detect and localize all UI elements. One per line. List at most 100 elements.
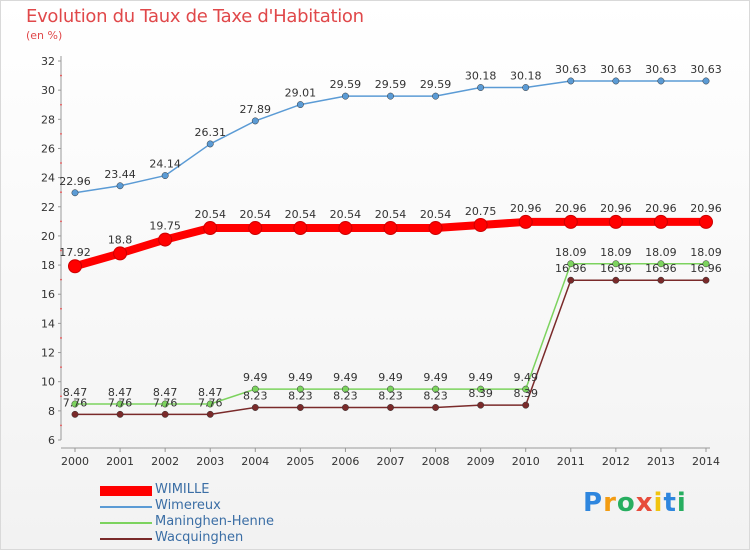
x-tick-label: 2013 [647, 455, 675, 468]
y-tick-label: 32 [41, 55, 55, 68]
data-point [251, 385, 259, 393]
chart-unit: (en %) [26, 29, 63, 42]
data-label: 18.09 [690, 246, 722, 259]
data-label: 9.49 [513, 371, 538, 384]
data-point [657, 276, 665, 284]
data-label: 20.54 [285, 208, 317, 221]
data-point [702, 77, 710, 85]
x-tick-label: 2008 [422, 455, 450, 468]
data-point [293, 221, 308, 236]
series-group [68, 77, 713, 418]
logo-letter: r [603, 488, 617, 518]
logo-letter: i [676, 488, 687, 518]
data-label: 20.75 [465, 205, 497, 218]
data-label: 20.54 [330, 208, 362, 221]
y-minor-dot [60, 103, 62, 106]
data-point [113, 246, 128, 261]
data-labels: 22.96 23.44 24.14 26.31 27.89 29.01 29.59 29.59… [59, 63, 722, 409]
data-point [206, 140, 214, 148]
data-point [522, 385, 530, 393]
data-label: 9.49 [243, 371, 268, 384]
data-point [71, 400, 79, 408]
data-label: 20.54 [375, 208, 407, 221]
y-tick-label: 24 [41, 172, 55, 185]
y-tick-label: 20 [41, 230, 55, 243]
x-tick-label: 2010 [512, 455, 540, 468]
data-label: 26.31 [194, 126, 226, 139]
y-minor-dot [60, 74, 62, 77]
data-point [383, 221, 398, 236]
data-label: 8.23 [423, 389, 448, 402]
data-point [161, 400, 169, 408]
data-point [477, 401, 485, 409]
data-label: 30.63 [690, 63, 722, 76]
data-point [563, 214, 578, 229]
data-point [251, 117, 259, 125]
data-label: 8.39 [513, 387, 538, 400]
data-label: 29.01 [285, 87, 317, 100]
logo-letter: t [663, 488, 677, 518]
data-point [161, 172, 169, 180]
data-label: 30.63 [600, 63, 632, 76]
data-label: 16.96 [690, 262, 722, 275]
proxiti-logo: Proxiti [583, 488, 687, 518]
data-point [71, 410, 79, 418]
y-tick-label: 10 [41, 376, 55, 389]
data-point [432, 92, 440, 100]
y-minor-dot [60, 278, 62, 281]
data-point [251, 404, 259, 411]
data-label: 19.75 [149, 220, 181, 233]
x-tick-label: 2011 [557, 455, 585, 468]
data-label: 27.89 [240, 103, 272, 116]
data-point [473, 217, 488, 232]
logo-letter: i [653, 488, 664, 518]
data-label: 8.47 [153, 386, 178, 399]
data-label: 29.59 [420, 78, 452, 91]
legend-swatch [100, 506, 152, 508]
y-tick-label: 26 [41, 142, 55, 155]
data-label: 23.44 [104, 168, 136, 181]
data-label: 16.96 [645, 262, 677, 275]
y-tick-label: 28 [41, 113, 55, 126]
data-label: 20.54 [194, 208, 226, 221]
logo-letter: P [583, 488, 604, 518]
data-label: 8.47 [108, 386, 133, 399]
data-label: 18.09 [645, 246, 677, 259]
data-label: 8.23 [288, 389, 313, 402]
y-tick-label: 12 [41, 347, 55, 360]
data-label: 7.76 [108, 396, 133, 409]
x-tick-label: 2007 [377, 455, 405, 468]
data-point [296, 101, 304, 109]
logo-letter: o [616, 488, 636, 518]
data-label: 20.96 [600, 202, 632, 215]
y-tick-label: 8 [48, 405, 55, 418]
data-point [206, 400, 214, 408]
data-point [206, 410, 214, 418]
data-point [432, 404, 440, 411]
y-minor-dot [60, 395, 62, 398]
data-label: 24.14 [149, 158, 181, 171]
data-label: 9.49 [288, 371, 313, 384]
data-point [477, 84, 485, 91]
x-tick-label: 2014 [692, 455, 720, 468]
data-label: 8.23 [333, 389, 358, 402]
data-point [158, 232, 173, 247]
data-label: 9.49 [333, 371, 358, 384]
y-minor-dot [60, 249, 62, 252]
y-minor-dot [60, 366, 62, 369]
data-point [428, 221, 443, 236]
data-point [522, 84, 530, 91]
data-label: 16.96 [600, 262, 632, 275]
data-point [116, 400, 124, 408]
x-tick-label: 2002 [151, 455, 179, 468]
data-point [702, 276, 710, 284]
y-minor-dot [60, 337, 62, 339]
data-point [657, 260, 665, 268]
legend-label: WIMILLE [155, 482, 210, 497]
chart-title: Evolution du Taux de Taxe d'Habitation [26, 6, 364, 27]
data-label: 20.96 [645, 202, 677, 215]
data-label: 8.23 [378, 389, 403, 402]
y-minor-dot [60, 162, 62, 164]
